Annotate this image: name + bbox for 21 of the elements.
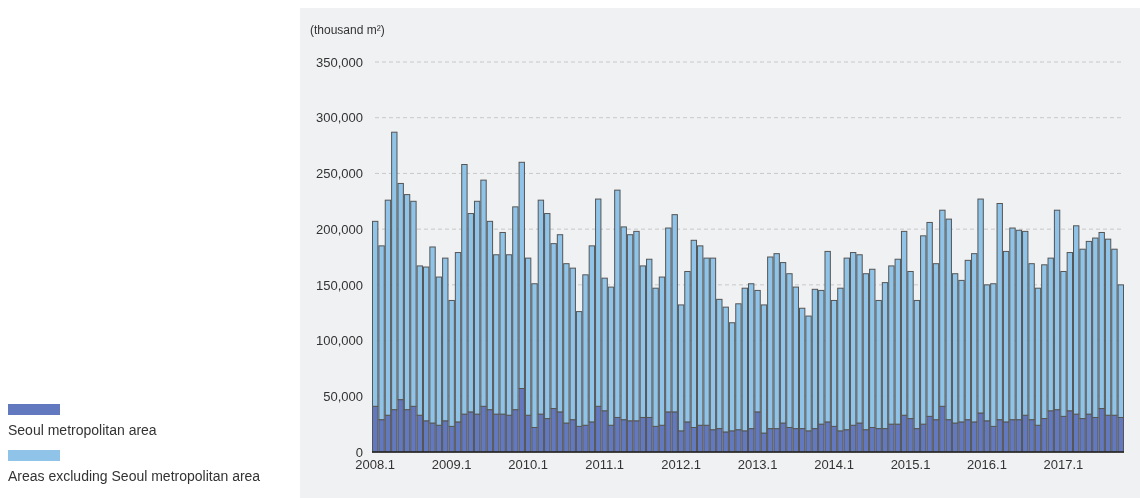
y-tick-label: 0 xyxy=(355,444,363,460)
y-tick-label: 300,000 xyxy=(316,110,363,126)
x-tick-label: 2008.1 xyxy=(355,457,396,473)
x-tick-label: 2017.1 xyxy=(1043,457,1084,473)
y-tick-label: 100,000 xyxy=(316,333,363,349)
legend-label: Seoul metropolitan area xyxy=(8,422,157,438)
y-axis-title: (thousand m²) xyxy=(310,23,385,37)
x-tick-label: 2013.1 xyxy=(737,457,778,473)
x-tick-label: 2011.1 xyxy=(585,457,625,473)
y-tick-label: 350,000 xyxy=(316,54,363,70)
x-tick-label: 2014.1 xyxy=(814,457,854,473)
y-tick-label: 50,000 xyxy=(323,388,363,404)
x-tick-label: 2016.1 xyxy=(967,457,1007,473)
x-tick-label: 2015.1 xyxy=(890,457,931,473)
x-tick-label: 2012.1 xyxy=(661,457,701,473)
y-tick-label: 250,000 xyxy=(316,166,363,182)
x-tick-label: 2009.1 xyxy=(431,457,472,473)
y-tick-label: 200,000 xyxy=(316,221,363,237)
y-tick-label: 150,000 xyxy=(316,277,363,293)
legend-label: Areas excluding Seoul metropolitan area xyxy=(8,468,261,484)
x-tick-label: 2010.1 xyxy=(508,457,549,473)
